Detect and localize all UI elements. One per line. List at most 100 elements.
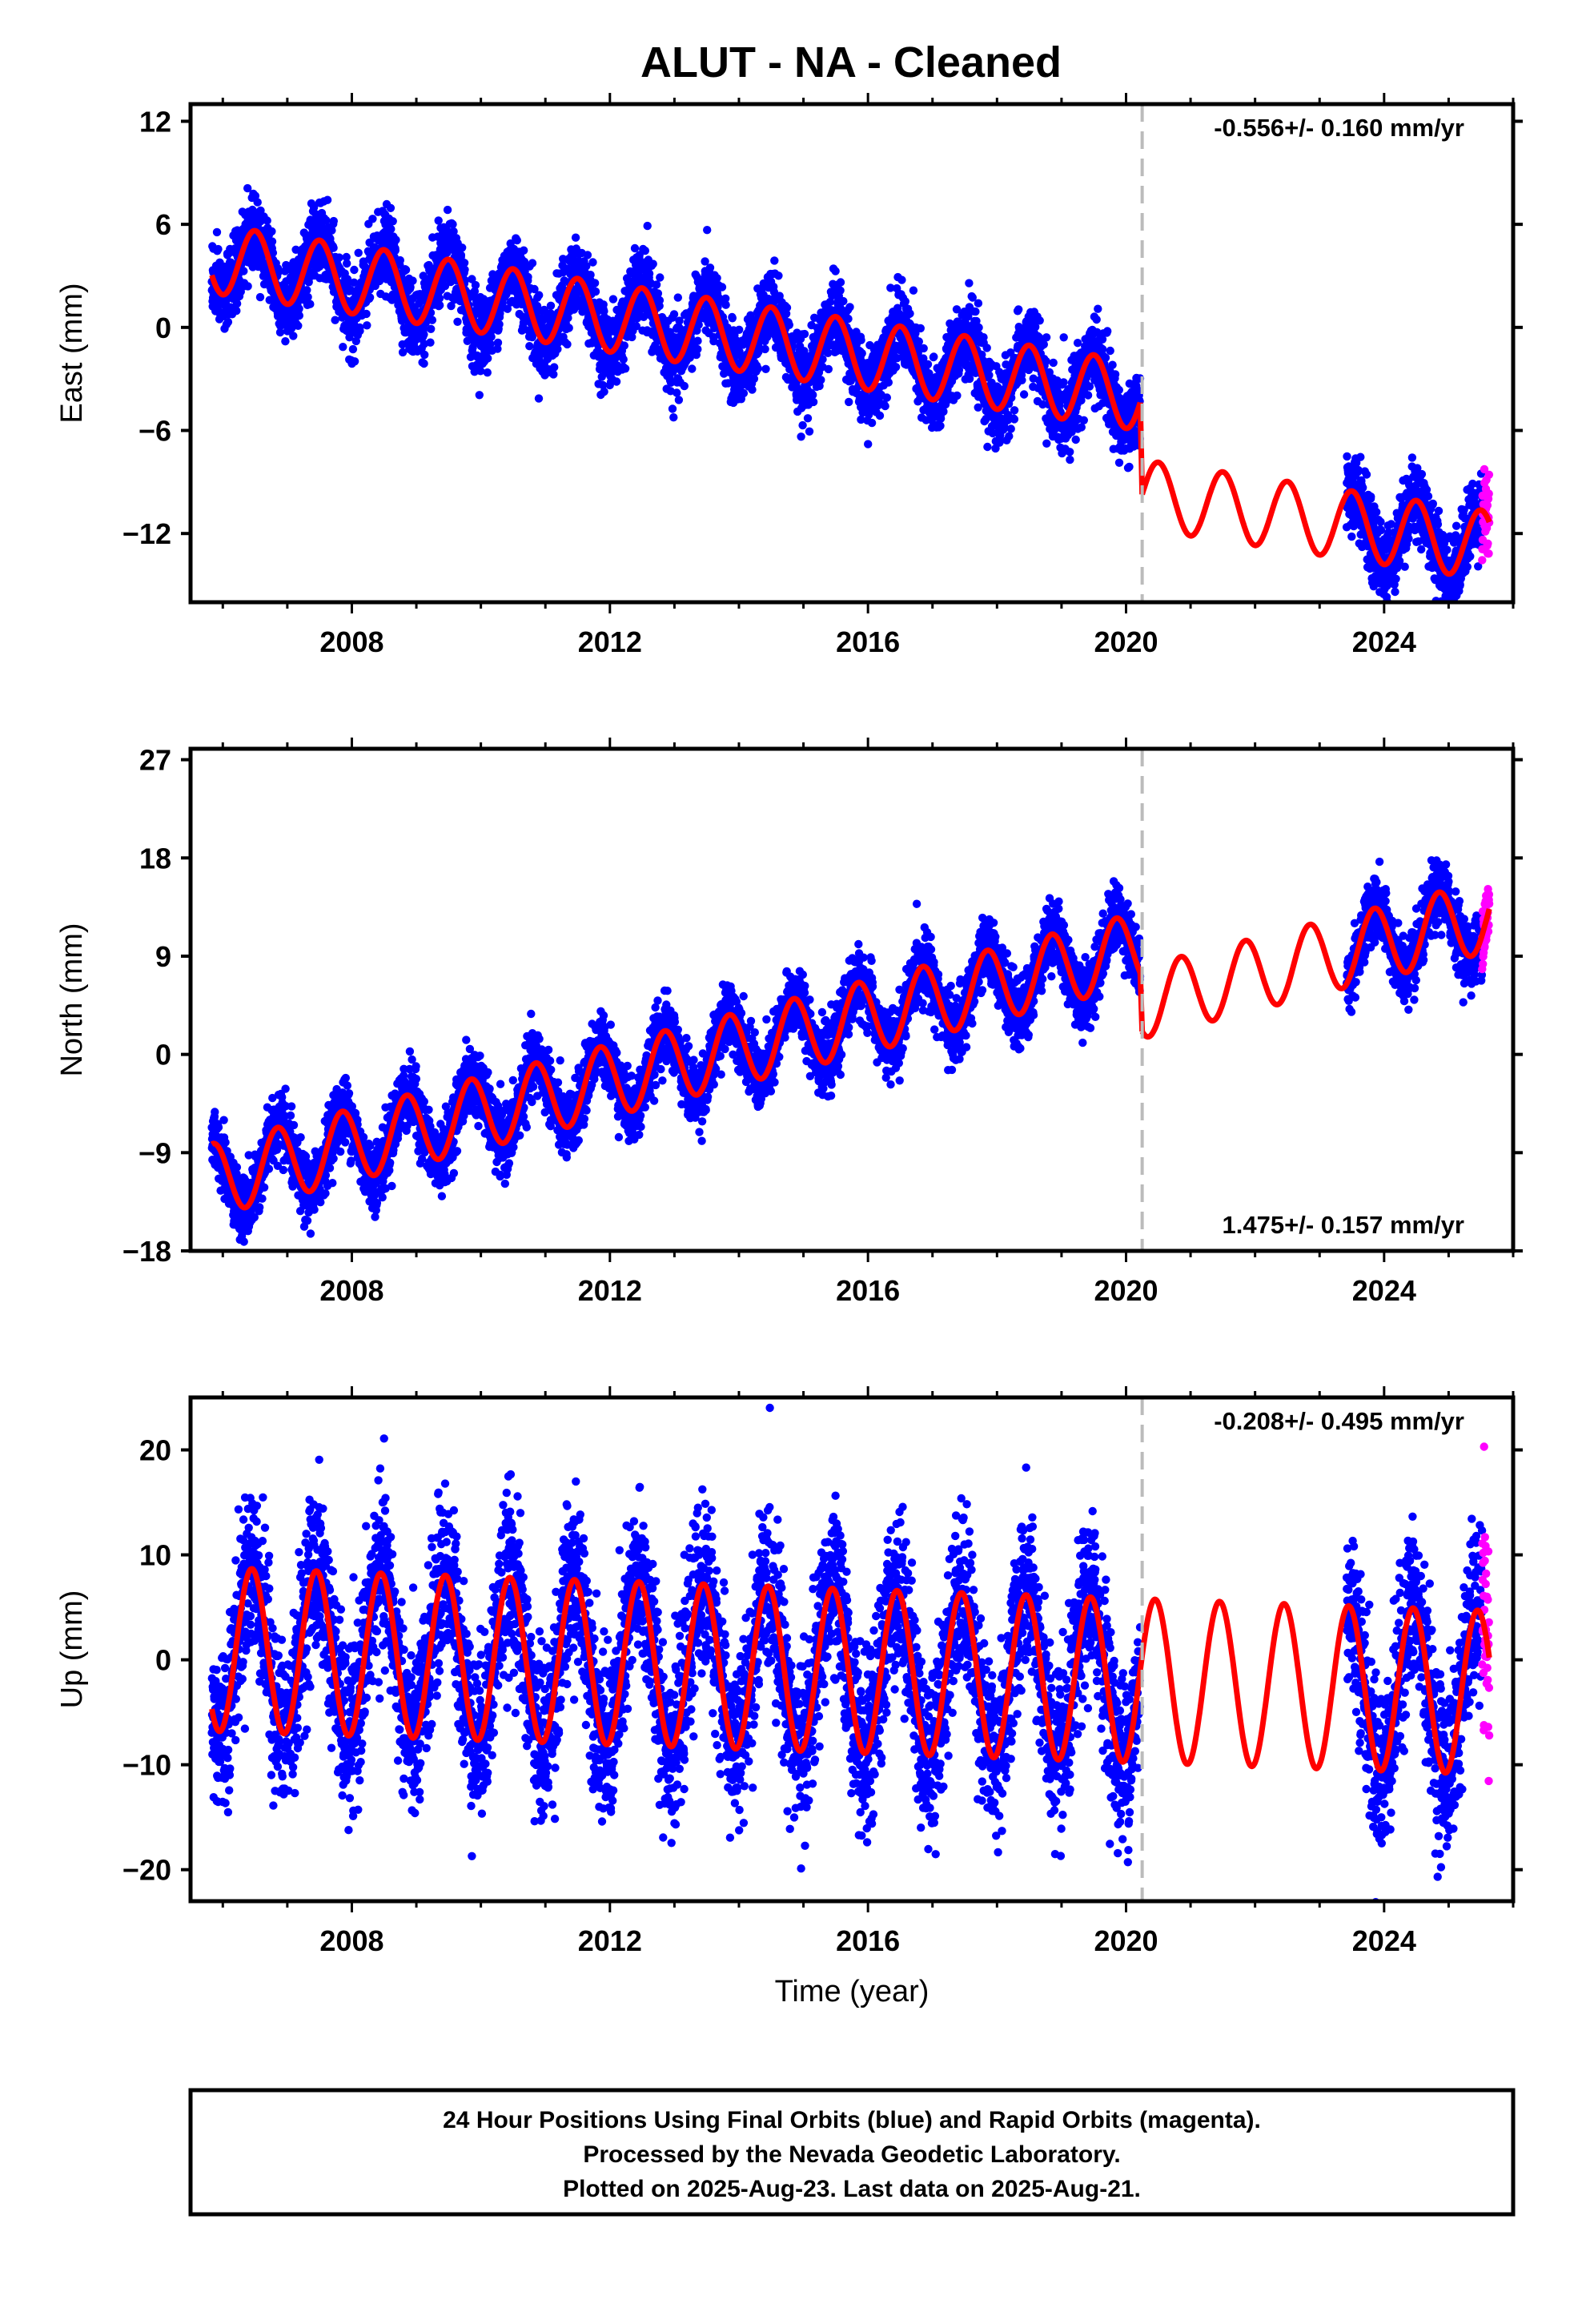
data-point (845, 303, 854, 312)
data-point (243, 282, 252, 291)
data-point (447, 301, 456, 311)
data-point (350, 357, 359, 366)
data-point (571, 233, 580, 242)
data-point (406, 283, 415, 292)
data-point (836, 278, 845, 287)
data-point (303, 292, 312, 302)
data-point (770, 256, 779, 265)
data-point (628, 332, 636, 342)
data-point (600, 387, 608, 396)
data-point (652, 280, 661, 289)
data-point (329, 216, 338, 226)
data-point (495, 320, 504, 329)
data-point (1077, 396, 1086, 405)
data-point (588, 258, 597, 267)
data-point (1010, 415, 1019, 424)
data-point (705, 263, 715, 272)
data-point (449, 227, 458, 236)
data-point (535, 291, 544, 300)
data-point (818, 355, 827, 364)
data-point (396, 255, 404, 265)
data-point (905, 309, 914, 318)
data-point (342, 252, 351, 262)
data-point (721, 294, 730, 303)
data-point (824, 348, 833, 357)
data-point (520, 246, 528, 255)
data-point (668, 404, 677, 413)
data-point (845, 397, 853, 407)
data-point (1073, 339, 1082, 348)
data-point (524, 272, 532, 282)
data-point (243, 183, 252, 193)
data-point (268, 248, 278, 257)
data-point (669, 310, 679, 319)
data-point (630, 243, 640, 253)
data-point (897, 275, 906, 284)
data-point (503, 304, 512, 313)
data-point (232, 299, 242, 308)
data-point (387, 224, 396, 234)
chart-title: ALUT - NA - Cleaned (640, 38, 1062, 86)
data-point (475, 391, 484, 400)
data-point (693, 336, 702, 345)
data-point (306, 300, 315, 308)
data-point (386, 203, 396, 212)
data-point (655, 296, 665, 305)
data-point (881, 401, 889, 411)
data-point (761, 364, 770, 373)
data-point (817, 376, 825, 384)
data-point (291, 245, 300, 254)
data-point (1049, 358, 1058, 368)
data-point (426, 338, 435, 347)
data-point (212, 227, 222, 237)
data-point (1066, 455, 1074, 464)
data-point (275, 328, 285, 337)
data-point (953, 391, 962, 400)
data-point (1005, 432, 1014, 440)
data-point (487, 332, 496, 341)
data-point (884, 378, 893, 387)
data-point (483, 368, 492, 377)
data-point (343, 259, 351, 268)
data-point (362, 309, 371, 319)
data-point (674, 396, 684, 404)
data-point (309, 203, 319, 212)
data-point (391, 246, 400, 255)
data-point (748, 385, 757, 394)
data-point (666, 378, 676, 387)
data-point (857, 349, 866, 358)
data-point (640, 246, 649, 255)
data-point (289, 332, 298, 340)
data-point (1018, 376, 1026, 384)
data-point (448, 219, 457, 229)
data-point (1035, 316, 1044, 325)
data-point (248, 205, 257, 215)
data-point (867, 418, 877, 428)
data-point (1006, 424, 1015, 433)
data-point (680, 381, 689, 391)
data-point (844, 314, 853, 324)
data-point (322, 215, 331, 225)
data-point (800, 329, 809, 339)
data-point (434, 216, 443, 225)
data-point (493, 338, 503, 348)
data-point (471, 280, 480, 290)
data-point (914, 337, 924, 346)
data-point (590, 279, 600, 287)
data-point (785, 320, 793, 329)
data-point (470, 287, 480, 296)
data-point (839, 296, 848, 306)
data-point (608, 295, 618, 304)
data-point (388, 217, 397, 226)
data-point (391, 235, 400, 244)
data-point (713, 274, 721, 283)
data-point (974, 323, 983, 332)
data-point (363, 321, 371, 330)
data-point (923, 360, 933, 369)
data-point (836, 286, 845, 295)
data-point (864, 440, 873, 448)
data-point (724, 379, 733, 388)
data-point (761, 344, 769, 354)
data-point (965, 279, 974, 287)
